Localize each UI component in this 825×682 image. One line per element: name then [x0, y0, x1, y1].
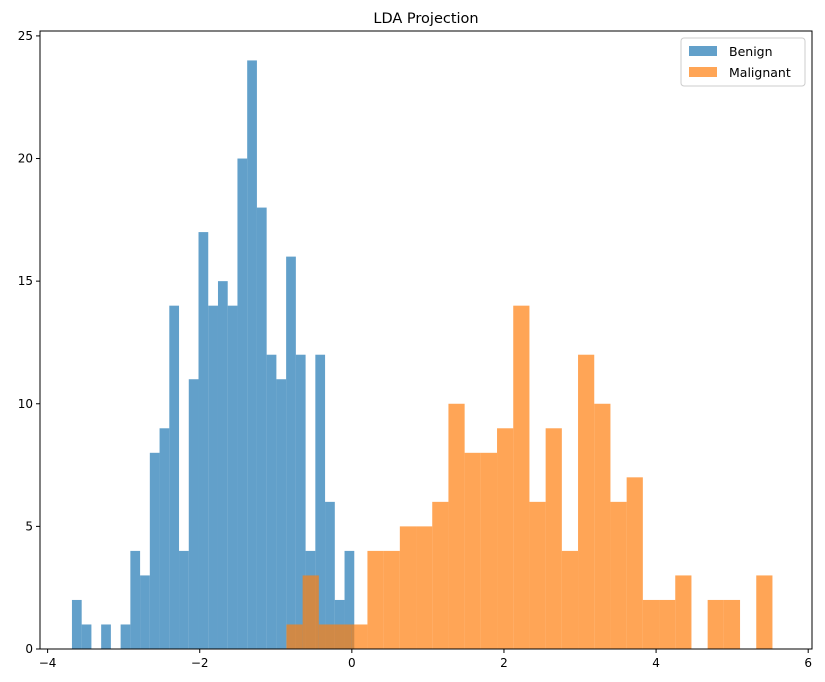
bar-malignant-7 — [399, 526, 417, 649]
bar-benign-5 — [120, 624, 131, 649]
bar-malignant-17 — [561, 550, 579, 649]
y-tick-label: 25 — [18, 29, 33, 43]
legend-label-malignant: Malignant — [729, 65, 791, 80]
y-tick-label: 5 — [25, 519, 33, 533]
bar-malignant-13 — [497, 428, 514, 649]
bar-malignant-24 — [675, 575, 692, 649]
bars-layer — [71, 60, 773, 650]
bar-malignant-27 — [723, 599, 741, 649]
bar-malignant-11 — [464, 452, 481, 649]
legend: Benign Malignant — [680, 37, 806, 87]
legend-label-benign: Benign — [729, 44, 773, 59]
bar-benign-17 — [237, 158, 248, 649]
bar-benign-8 — [149, 452, 160, 649]
bar-benign-12 — [188, 379, 199, 649]
bar-malignant-19 — [594, 403, 611, 649]
bar-benign-21 — [276, 379, 287, 649]
bar-benign-13 — [198, 232, 209, 649]
x-tick-label: 2 — [500, 656, 508, 670]
legend-swatch-malignant — [689, 67, 717, 77]
x-tick-label: 4 — [652, 656, 660, 670]
y-axis: 0 5 10 15 20 25 — [18, 29, 40, 656]
bar-malignant-3 — [335, 624, 352, 649]
y-tick-label: 0 — [25, 642, 33, 656]
bar-malignant-18 — [578, 354, 595, 649]
bar-malignant-4 — [351, 624, 368, 649]
bar-benign-14 — [208, 305, 218, 649]
bar-benign-10 — [169, 305, 180, 649]
bar-malignant-22 — [642, 599, 660, 649]
bar-malignant-12 — [480, 452, 498, 649]
bar-benign-1 — [81, 624, 92, 649]
bar-malignant-2 — [318, 624, 336, 649]
x-tick-label: 6 — [804, 656, 812, 670]
bar-benign-16 — [227, 305, 238, 649]
bar-benign-22 — [286, 256, 296, 649]
bar-malignant-10 — [448, 403, 465, 649]
bar-malignant-15 — [529, 501, 546, 649]
x-axis: −4 −2 0 2 4 6 — [39, 649, 812, 670]
bar-benign-18 — [247, 60, 257, 649]
bar-malignant-6 — [383, 550, 400, 649]
bar-benign-9 — [159, 428, 170, 649]
bar-malignant-26 — [707, 599, 724, 649]
bar-benign-20 — [266, 354, 277, 649]
bar-malignant-29 — [756, 575, 773, 649]
y-tick-label: 15 — [18, 274, 33, 288]
x-tick-label: −4 — [39, 656, 57, 670]
bar-benign-19 — [256, 207, 267, 650]
bar-malignant-1 — [302, 575, 319, 649]
chart-title: LDA Projection — [373, 11, 478, 27]
bar-benign-7 — [140, 575, 150, 649]
bar-benign-26 — [325, 501, 335, 649]
x-tick-label: 0 — [348, 656, 356, 670]
bar-benign-3 — [101, 624, 111, 649]
axes-frame — [39, 30, 813, 650]
bar-malignant-8 — [416, 526, 433, 649]
bar-benign-11 — [179, 550, 189, 649]
bar-malignant-14 — [513, 305, 530, 649]
x-tick-label: −2 — [191, 656, 209, 670]
y-tick-label: 10 — [18, 397, 33, 411]
bar-benign-28 — [344, 550, 355, 649]
legend-swatch-benign — [689, 46, 717, 56]
bar-benign-0 — [71, 599, 82, 649]
bar-malignant-20 — [610, 501, 627, 649]
bar-malignant-21 — [626, 477, 643, 649]
bar-benign-25 — [315, 354, 326, 649]
bar-malignant-23 — [659, 599, 676, 649]
bar-benign-15 — [217, 281, 228, 649]
bar-malignant-9 — [432, 501, 449, 649]
y-tick-label: 20 — [18, 152, 33, 166]
bar-malignant-5 — [367, 550, 384, 649]
bar-benign-6 — [130, 550, 141, 649]
bar-malignant-16 — [545, 428, 562, 649]
bar-malignant-0 — [286, 624, 303, 649]
bar-benign-23 — [295, 354, 306, 649]
